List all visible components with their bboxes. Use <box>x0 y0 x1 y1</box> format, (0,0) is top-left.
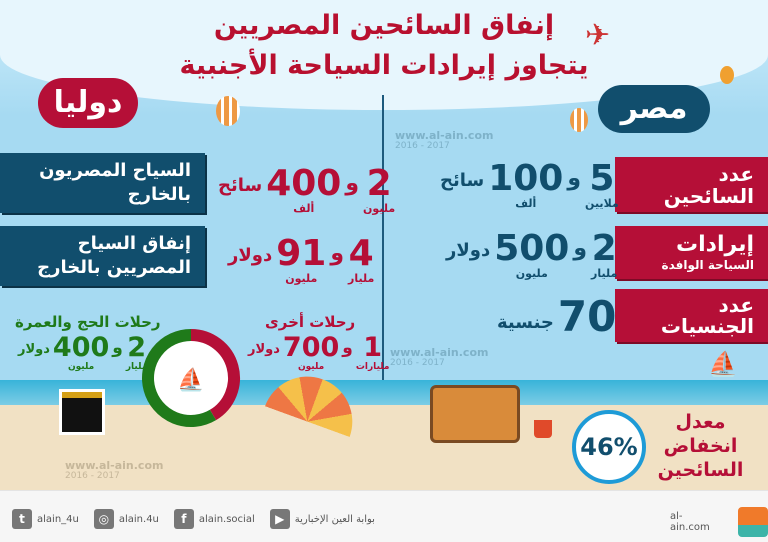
airplane-icon: ✈ <box>585 18 611 53</box>
intl-spending-value: 4 مليار و 91 مليون دولار <box>228 233 375 285</box>
watermark: www.al-ain.com 2016 - 2017 <box>395 129 494 151</box>
footer-socials: t alain_4u ◎ alain.4u f alain.social ▶ بوابة… <box>12 509 375 529</box>
instagram-handle[interactable]: alain.4u <box>118 513 159 525</box>
intl-tourists-value: 2 مليون و 400 ألف سائح <box>218 163 396 215</box>
sea <box>0 380 768 406</box>
title-line-1: إنفاق السائحين المصريين <box>213 10 555 41</box>
bucket-icon <box>534 420 552 438</box>
title-line-2: يتجاوز إيرادات السياحة الأجنبية <box>179 50 589 81</box>
watermark: www.al-ain.com 2016 - 2017 <box>65 459 164 481</box>
facebook-handle[interactable]: alain.social <box>198 513 255 525</box>
hajj-label: رحلات الحج والعمرة <box>15 313 161 331</box>
balloon-icon <box>720 66 734 84</box>
alain-logo <box>738 507 768 537</box>
donut-segment-other-trips <box>190 329 240 421</box>
intl-spending-label: إنفاق السياح المصريين بالخارج <box>0 226 205 286</box>
donut-segment-hajj <box>142 329 217 427</box>
other-trips-label: رحلات أخرى <box>265 313 356 331</box>
intl-tourists-label: السياح المصريون بالخارج <box>0 153 205 213</box>
egypt-nationalities-value: 70 جنسية <box>497 292 617 341</box>
other-trips-value: 1 مليارات و 700 مليون دولار <box>248 332 390 372</box>
egypt-revenue-label: إيرادات السياحة الوافدة <box>615 226 768 279</box>
egypt-nationalities-label: عدد الجنسيات <box>615 289 768 342</box>
balloon-icon <box>216 96 240 126</box>
kaaba-icon <box>62 392 102 432</box>
sailboat-icon: ⛵ <box>708 350 738 378</box>
spending-donut: ⛵ <box>142 329 240 427</box>
sailboat-icon: ⛵ <box>177 367 204 393</box>
watermark: www.al-ain.com 2016 - 2017 <box>390 346 489 368</box>
hajj-value: 2 مليار و 400 مليون دولار <box>18 332 148 372</box>
decline-badge: 46% <box>572 410 646 484</box>
instagram-icon[interactable]: ◎ <box>93 509 114 529</box>
international-heading: دوليا <box>38 78 138 128</box>
footer: t alain_4u ◎ alain.4u f alain.social ▶ بوابة… <box>0 490 768 542</box>
footer-brand: al-ain.com <box>670 507 768 537</box>
twitter-handle[interactable]: alain_4u <box>37 513 79 525</box>
twitter-icon[interactable]: t <box>12 509 32 529</box>
site-link[interactable]: al-ain.com <box>670 511 710 533</box>
egypt-tourists-value: 5 ملايين و 100 ألف سائح <box>440 158 619 210</box>
egypt-heading: مصر <box>598 85 710 133</box>
decline-label: معدل انخفاض السائحين <box>657 411 744 481</box>
suitcase-icon <box>430 385 520 443</box>
egypt-revenue-title: إيرادات <box>676 232 754 257</box>
divider <box>382 95 384 380</box>
egypt-tourists-label: عدد السائحين <box>615 157 768 212</box>
balloon-icon <box>570 108 588 132</box>
egypt-revenue-subtitle: السياحة الوافدة <box>661 258 754 272</box>
donut-center <box>148 335 234 421</box>
egypt-revenue-value: 2 مليار و 500 مليون دولار <box>446 228 618 280</box>
youtube-channel[interactable]: بوابة العين الإخبارية <box>294 513 375 525</box>
facebook-icon[interactable]: f <box>173 509 194 529</box>
youtube-icon[interactable]: ▶ <box>269 509 290 529</box>
